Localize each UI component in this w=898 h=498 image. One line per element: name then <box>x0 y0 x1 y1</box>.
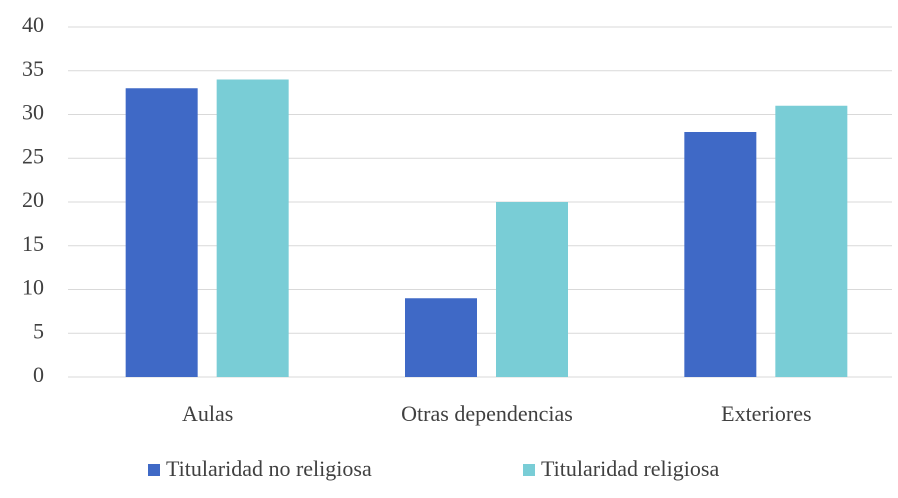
y-tick-label: 30 <box>22 100 44 125</box>
bar <box>775 105 848 377</box>
x-tick-label: Aulas <box>182 401 233 426</box>
y-tick-label: 35 <box>22 56 44 81</box>
x-tick-label: Exteriores <box>721 401 811 426</box>
bar <box>496 202 568 377</box>
legend-swatch <box>148 464 160 476</box>
y-tick-label: 40 <box>22 12 44 37</box>
y-tick-label: 5 <box>33 318 44 343</box>
bar <box>216 79 289 377</box>
bar <box>405 298 477 377</box>
x-tick-label: Otras dependencias <box>401 401 573 426</box>
y-tick-label: 15 <box>22 231 44 256</box>
y-tick-label: 25 <box>22 143 44 168</box>
y-tick-label: 10 <box>22 275 44 300</box>
legend-label: Titularidad no religiosa <box>166 456 372 481</box>
y-tick-label: 20 <box>22 187 44 212</box>
legend-swatch <box>523 464 535 476</box>
y-tick-label: 0 <box>33 362 44 387</box>
legend-label: Titularidad religiosa <box>541 456 719 481</box>
bar <box>125 88 198 377</box>
bar <box>684 132 757 377</box>
